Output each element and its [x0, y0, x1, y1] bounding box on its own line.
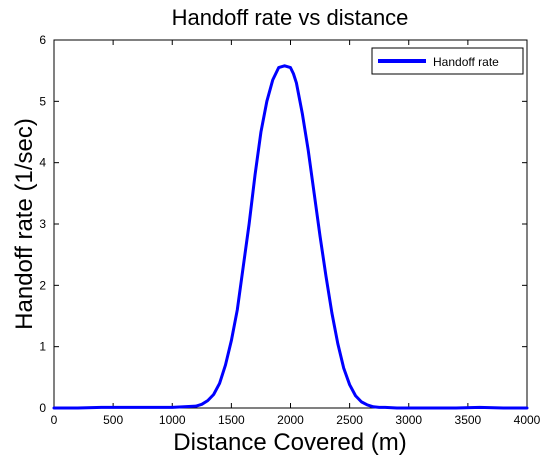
x-axis-ticks: 0 500 1000 1500 2000 2500 3000 3500 4000 [51, 40, 541, 427]
x-tick-label: 2500 [336, 413, 363, 427]
x-tick-label: 3000 [395, 413, 422, 427]
y-tick-label: 6 [39, 33, 46, 47]
x-tick-label: 3500 [455, 413, 482, 427]
x-tick-label: 4000 [514, 413, 541, 427]
y-tick-label: 4 [39, 156, 46, 170]
y-tick-label: 2 [39, 278, 46, 292]
y-tick-label: 5 [39, 94, 46, 108]
chart-title: Handoff rate vs distance [172, 5, 409, 30]
x-tick-label: 500 [103, 413, 123, 427]
series-layer [52, 64, 529, 410]
x-axis-label: Distance Covered (m) [173, 429, 406, 456]
y-tick-label: 1 [39, 340, 46, 354]
x-tick-label: 1500 [218, 413, 245, 427]
y-axis-label: Handoff rate (1/sec) [11, 118, 38, 330]
y-axis-ticks: 0 1 2 3 4 5 6 [39, 33, 527, 415]
series-line-handoff-rate [52, 64, 529, 410]
plot-area [53, 39, 528, 409]
x-tick-label: 0 [51, 413, 58, 427]
y-tick-label: 0 [39, 401, 46, 415]
x-tick-label: 1000 [159, 413, 186, 427]
x-tick-label: 2000 [277, 413, 304, 427]
legend-entry-handoff-rate: Handoff rate [433, 55, 499, 69]
legend: Handoff rate [371, 47, 524, 75]
y-tick-label: 3 [39, 217, 46, 231]
